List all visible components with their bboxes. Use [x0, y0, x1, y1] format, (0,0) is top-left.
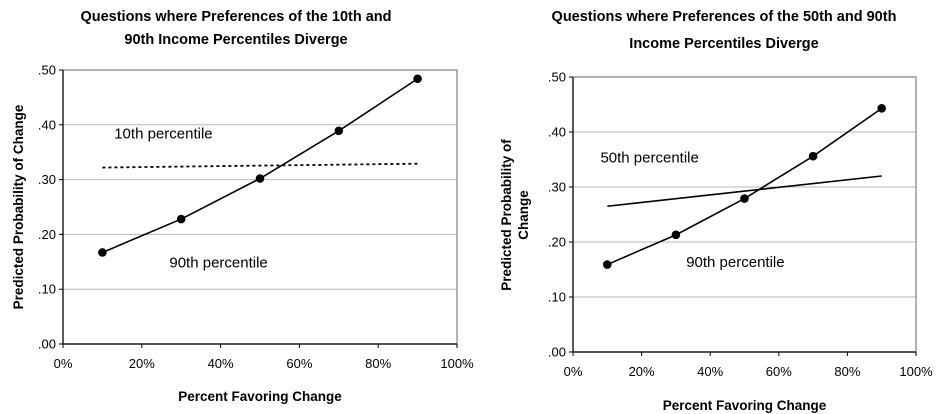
chart2-y-axis-label-line-1: Predicted Probability of	[499, 139, 514, 291]
chart2-annotation-1: 50th percentile	[600, 149, 698, 166]
chart1-xtick-label: 60%	[286, 356, 312, 371]
chart2-series-line-50th-percentile	[607, 175, 882, 208]
chart2-plot-frame	[572, 76, 917, 353]
chart1-series-point-90th-percentile	[255, 174, 265, 183]
chart1-ytick-label: .30	[38, 172, 56, 187]
chart2-series-point-90th-percentile	[603, 260, 612, 269]
chart2-ytick-label: .20	[548, 235, 566, 250]
chart2-xtick-label: 100%	[899, 364, 933, 379]
chart1-series-line-10th-percentile	[102, 162, 418, 169]
chart2-ytick-label: .40	[548, 125, 566, 140]
chart1-xtick-label: 20%	[129, 356, 155, 371]
chart2-ytick-label: .00	[548, 345, 566, 360]
chart1-ytick-label: .20	[38, 227, 56, 242]
chart1-series-point-90th-percentile	[98, 248, 107, 257]
chart2-xtick-label: 80%	[834, 364, 860, 379]
chart1-xtick-label: 100%	[440, 356, 474, 371]
chart1-series-point-90th-percentile	[176, 214, 186, 224]
chart1-ytick-label: .10	[38, 282, 56, 297]
chart2-annotation-2: 90th percentile	[686, 254, 784, 271]
chart1-xtick-label: 40%	[208, 356, 234, 371]
chart2-series-point-90th-percentile	[808, 151, 818, 161]
chart1-annotation-1: 10th percentile	[114, 126, 212, 143]
chart2-title-line-1: Questions where Preferences of the 50th …	[552, 9, 897, 25]
chart2-series-point-90th-percentile	[740, 194, 749, 203]
chart2-xtick-label: 40%	[697, 364, 723, 379]
chart2-y-axis-label-line-2: Change	[516, 190, 531, 240]
chart1-y-axis-label-line-1: Predicted Probability of Change	[11, 104, 26, 309]
chart1-title-line-1: Questions where Preferences of the 10th …	[80, 9, 391, 25]
chart1-series-point-90th-percentile	[413, 74, 422, 84]
chart2-xtick-label: 60%	[766, 364, 792, 379]
chart2-xtick-label: 0%	[564, 364, 583, 379]
chart2-xtick-label: 20%	[629, 364, 655, 379]
chart2-ytick-label: .50	[548, 70, 566, 85]
chart1-annotation-2: 90th percentile	[169, 254, 267, 271]
chart2-ytick-label: .30	[548, 180, 566, 195]
chart2-x-axis-label: Percent Favoring Change	[663, 398, 827, 413]
chart2-series-point-90th-percentile	[877, 104, 886, 113]
chart1-ytick-label: .40	[38, 117, 56, 132]
chart1-ytick-label: .00	[38, 337, 56, 352]
chart1-ytick-label: .50	[38, 63, 56, 78]
chart2-title-line-2: Income Percentiles Diverge	[629, 36, 818, 52]
chart1-plot-frame	[62, 69, 458, 345]
chart2-ytick-label: .10	[548, 290, 566, 305]
chart1-x-axis-label: Percent Favoring Change	[178, 389, 342, 404]
chart1-series-point-90th-percentile	[334, 126, 344, 136]
chart1-title-line-2: 90th Income Percentiles Diverge	[124, 32, 347, 48]
chart2-series-point-90th-percentile	[671, 230, 681, 240]
chart1-xtick-label: 0%	[54, 356, 73, 371]
chart1-xtick-label: 80%	[365, 356, 391, 371]
